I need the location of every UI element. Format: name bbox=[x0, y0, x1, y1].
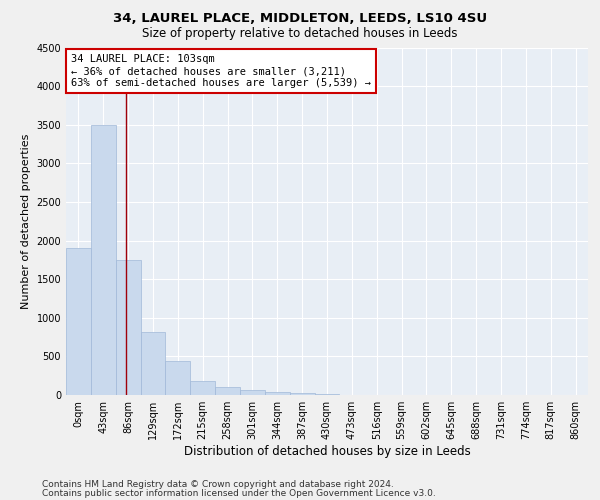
Bar bbox=[265, 392, 290, 395]
Text: 34, LAUREL PLACE, MIDDLETON, LEEDS, LS10 4SU: 34, LAUREL PLACE, MIDDLETON, LEEDS, LS10… bbox=[113, 12, 487, 26]
X-axis label: Distribution of detached houses by size in Leeds: Distribution of detached houses by size … bbox=[184, 445, 470, 458]
Bar bbox=[66, 248, 91, 395]
Text: Size of property relative to detached houses in Leeds: Size of property relative to detached ho… bbox=[142, 28, 458, 40]
Text: Contains public sector information licensed under the Open Government Licence v3: Contains public sector information licen… bbox=[42, 488, 436, 498]
Bar bbox=[240, 390, 265, 395]
Bar bbox=[314, 394, 340, 395]
Bar bbox=[140, 332, 166, 395]
Bar bbox=[116, 260, 140, 395]
Text: 34 LAUREL PLACE: 103sqm
← 36% of detached houses are smaller (3,211)
63% of semi: 34 LAUREL PLACE: 103sqm ← 36% of detache… bbox=[71, 54, 371, 88]
Bar bbox=[166, 361, 190, 395]
Bar bbox=[91, 124, 116, 395]
Y-axis label: Number of detached properties: Number of detached properties bbox=[21, 134, 31, 309]
Text: Contains HM Land Registry data © Crown copyright and database right 2024.: Contains HM Land Registry data © Crown c… bbox=[42, 480, 394, 489]
Bar bbox=[190, 381, 215, 395]
Bar bbox=[290, 394, 314, 395]
Bar bbox=[215, 388, 240, 395]
